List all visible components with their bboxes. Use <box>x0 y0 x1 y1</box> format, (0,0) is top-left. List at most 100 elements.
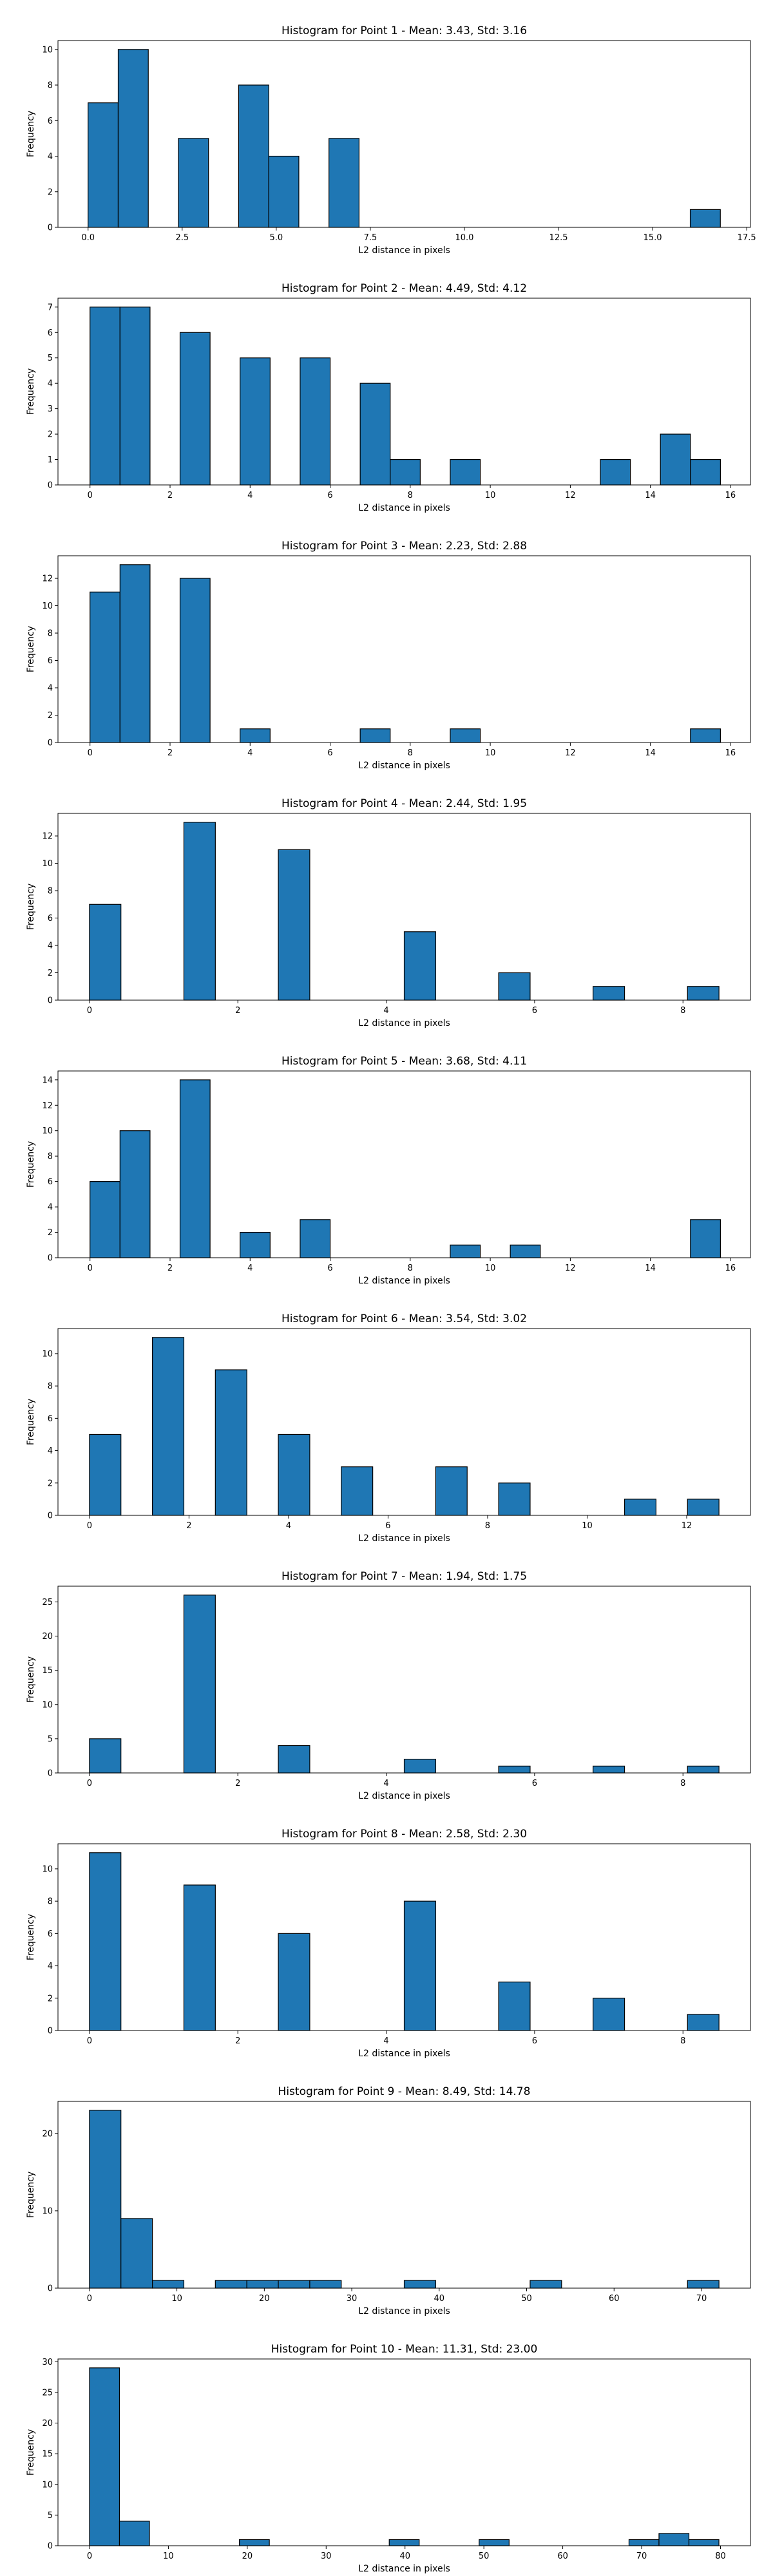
chart-title: Histogram for Point 10 - Mean: 11.31, St… <box>271 2343 538 2356</box>
x-tick-label: 20 <box>259 2294 270 2304</box>
x-tick-label: 8 <box>485 1521 490 1531</box>
x-tick-label: 60 <box>557 2552 568 2561</box>
histogram-bar <box>278 1745 310 1774</box>
x-tick-label: 70 <box>696 2294 707 2304</box>
y-tick-label: 0 <box>48 2284 53 2294</box>
x-tick-label: 5.0 <box>270 233 283 243</box>
y-axis-label: Frequency <box>26 2172 36 2218</box>
y-tick-label: 14 <box>42 1075 53 1085</box>
y-tick-label: 25 <box>42 2388 53 2398</box>
y-tick-label: 8 <box>48 629 53 639</box>
histogram-bar <box>90 1181 120 1258</box>
histogram-bar <box>688 2539 720 2546</box>
histogram-bar <box>660 433 691 486</box>
y-tick-label: 4 <box>48 152 53 162</box>
histogram-bar <box>359 383 391 486</box>
histogram-bar <box>689 209 721 228</box>
histogram-bar <box>119 1130 151 1258</box>
histogram-bar <box>151 2280 185 2289</box>
histogram-bar <box>151 1337 185 1516</box>
y-axis-label: Frequency <box>26 626 36 672</box>
x-tick-label: 2 <box>167 748 173 758</box>
y-tick-label: 8 <box>48 81 53 91</box>
y-tick-label: 0 <box>48 2027 53 2036</box>
x-tick-label: 16 <box>725 748 736 758</box>
x-tick-label: 8 <box>408 748 413 758</box>
x-tick-label: 12 <box>682 1521 692 1531</box>
y-axis-label: Frequency <box>26 368 36 415</box>
axes-frame <box>57 298 751 486</box>
x-tick-label: 2 <box>235 1006 240 1016</box>
y-axis-label: Frequency <box>26 1399 36 1445</box>
histogram-panel: Histogram for Point 6 - Mean: 3.54, Std:… <box>26 1312 751 1544</box>
y-tick-label: 2 <box>48 1994 53 2003</box>
histogram-bar <box>240 1231 271 1258</box>
y-tick-label: 10 <box>42 1864 53 1874</box>
y-tick-label: 2 <box>48 969 53 978</box>
histogram-bar <box>278 1434 310 1516</box>
y-tick-label: 5 <box>48 1734 53 1744</box>
histogram-bar <box>179 1079 211 1258</box>
histogram-bar <box>239 2539 270 2546</box>
x-tick-label: 16 <box>725 1264 736 1273</box>
histogram-panel: Histogram for Point 10 - Mean: 11.31, St… <box>26 2343 751 2574</box>
chart-title: Histogram for Point 7 - Mean: 1.94, Std:… <box>282 1570 527 1583</box>
histogram-bar <box>600 459 631 486</box>
y-tick-label: 2 <box>48 430 53 440</box>
histogram-bar <box>183 822 216 1001</box>
y-tick-label: 15 <box>42 2450 53 2459</box>
histogram-bar <box>628 2539 660 2546</box>
histogram-bar <box>593 1998 625 2031</box>
x-tick-label: 10 <box>171 2294 182 2304</box>
x-tick-label: 0 <box>87 2036 92 2046</box>
histogram-bar <box>179 332 211 486</box>
y-tick-label: 10 <box>42 45 53 55</box>
y-tick-label: 0 <box>48 1769 53 1779</box>
y-tick-label: 4 <box>48 1962 53 1971</box>
x-tick-label: 8 <box>408 1264 413 1273</box>
histogram-bar <box>88 102 119 228</box>
y-tick-label: 3 <box>48 404 53 414</box>
y-tick-label: 4 <box>48 379 53 389</box>
x-tick-label: 0 <box>88 748 93 758</box>
histogram-bar <box>183 1884 216 2031</box>
y-tick-label: 10 <box>42 2480 53 2490</box>
histogram-bar <box>90 591 120 743</box>
histogram-bar <box>119 307 151 486</box>
histogram-bar <box>215 2280 247 2289</box>
x-tick-label: 12 <box>565 1264 576 1273</box>
x-tick-label: 2 <box>235 1779 240 1788</box>
histogram-panel: Histogram for Point 3 - Mean: 2.23, Std:… <box>26 540 751 771</box>
histogram-bar <box>240 357 271 486</box>
x-tick-label: 0 <box>88 1264 93 1273</box>
axes-frame <box>57 1070 751 1258</box>
y-tick-label: 12 <box>42 832 53 842</box>
chart-title: Histogram for Point 2 - Mean: 4.49, Std:… <box>282 282 527 295</box>
x-tick-label: 12.5 <box>549 233 568 243</box>
x-tick-label: 10 <box>485 491 496 500</box>
histogram-bar <box>300 357 331 486</box>
histogram-bar <box>90 307 120 486</box>
histogram-bar <box>593 1765 625 1774</box>
histogram-bar <box>687 1499 720 1516</box>
axes-frame <box>57 555 751 743</box>
y-tick-label: 8 <box>48 1152 53 1162</box>
y-axis-label: Frequency <box>26 1141 36 1188</box>
x-tick-label: 6 <box>532 2036 537 2046</box>
axes-frame <box>57 813 751 1001</box>
y-tick-label: 20 <box>42 2129 53 2139</box>
x-tick-label: 12 <box>565 491 576 500</box>
histogram-bar <box>329 138 359 228</box>
histogram-bar <box>435 1466 468 1516</box>
x-axis-label: L2 distance in pixels <box>358 503 450 513</box>
y-tick-label: 2 <box>48 187 53 197</box>
y-tick-label: 10 <box>42 601 53 611</box>
y-tick-label: 25 <box>42 1598 53 1607</box>
y-tick-label: 12 <box>42 1101 53 1111</box>
y-tick-label: 10 <box>42 2206 53 2216</box>
histogram-bar <box>89 2110 122 2289</box>
x-tick-label: 6 <box>532 1779 537 1788</box>
y-tick-label: 8 <box>48 1897 53 1907</box>
histogram-bar <box>498 1765 531 1774</box>
x-tick-label: 2 <box>167 1264 173 1273</box>
